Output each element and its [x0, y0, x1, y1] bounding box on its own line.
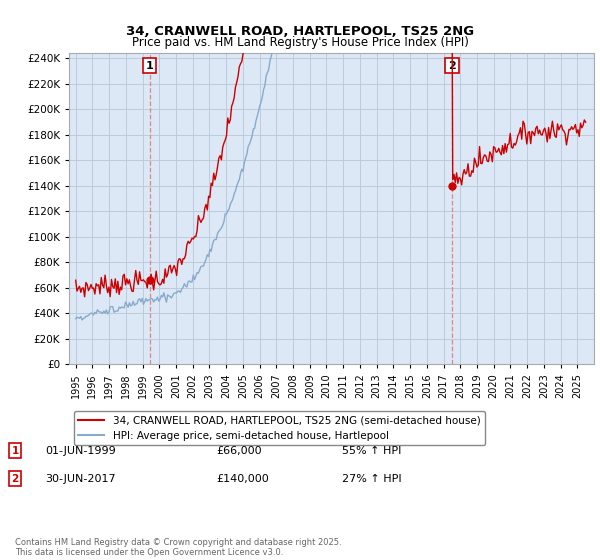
Text: Contains HM Land Registry data © Crown copyright and database right 2025.
This d: Contains HM Land Registry data © Crown c…	[15, 538, 341, 557]
Text: Price paid vs. HM Land Registry's House Price Index (HPI): Price paid vs. HM Land Registry's House …	[131, 36, 469, 49]
Text: 2: 2	[448, 60, 456, 71]
Text: 1: 1	[146, 60, 154, 71]
Text: £66,000: £66,000	[216, 446, 262, 456]
Text: 2: 2	[11, 474, 19, 484]
Text: £140,000: £140,000	[216, 474, 269, 484]
Text: 55% ↑ HPI: 55% ↑ HPI	[342, 446, 401, 456]
Text: 1: 1	[11, 446, 19, 456]
Text: 30-JUN-2017: 30-JUN-2017	[45, 474, 116, 484]
Legend: 34, CRANWELL ROAD, HARTLEPOOL, TS25 2NG (semi-detached house), HPI: Average pric: 34, CRANWELL ROAD, HARTLEPOOL, TS25 2NG …	[74, 411, 485, 445]
Text: 34, CRANWELL ROAD, HARTLEPOOL, TS25 2NG: 34, CRANWELL ROAD, HARTLEPOOL, TS25 2NG	[126, 25, 474, 38]
Text: 01-JUN-1999: 01-JUN-1999	[45, 446, 116, 456]
Text: 27% ↑ HPI: 27% ↑ HPI	[342, 474, 401, 484]
